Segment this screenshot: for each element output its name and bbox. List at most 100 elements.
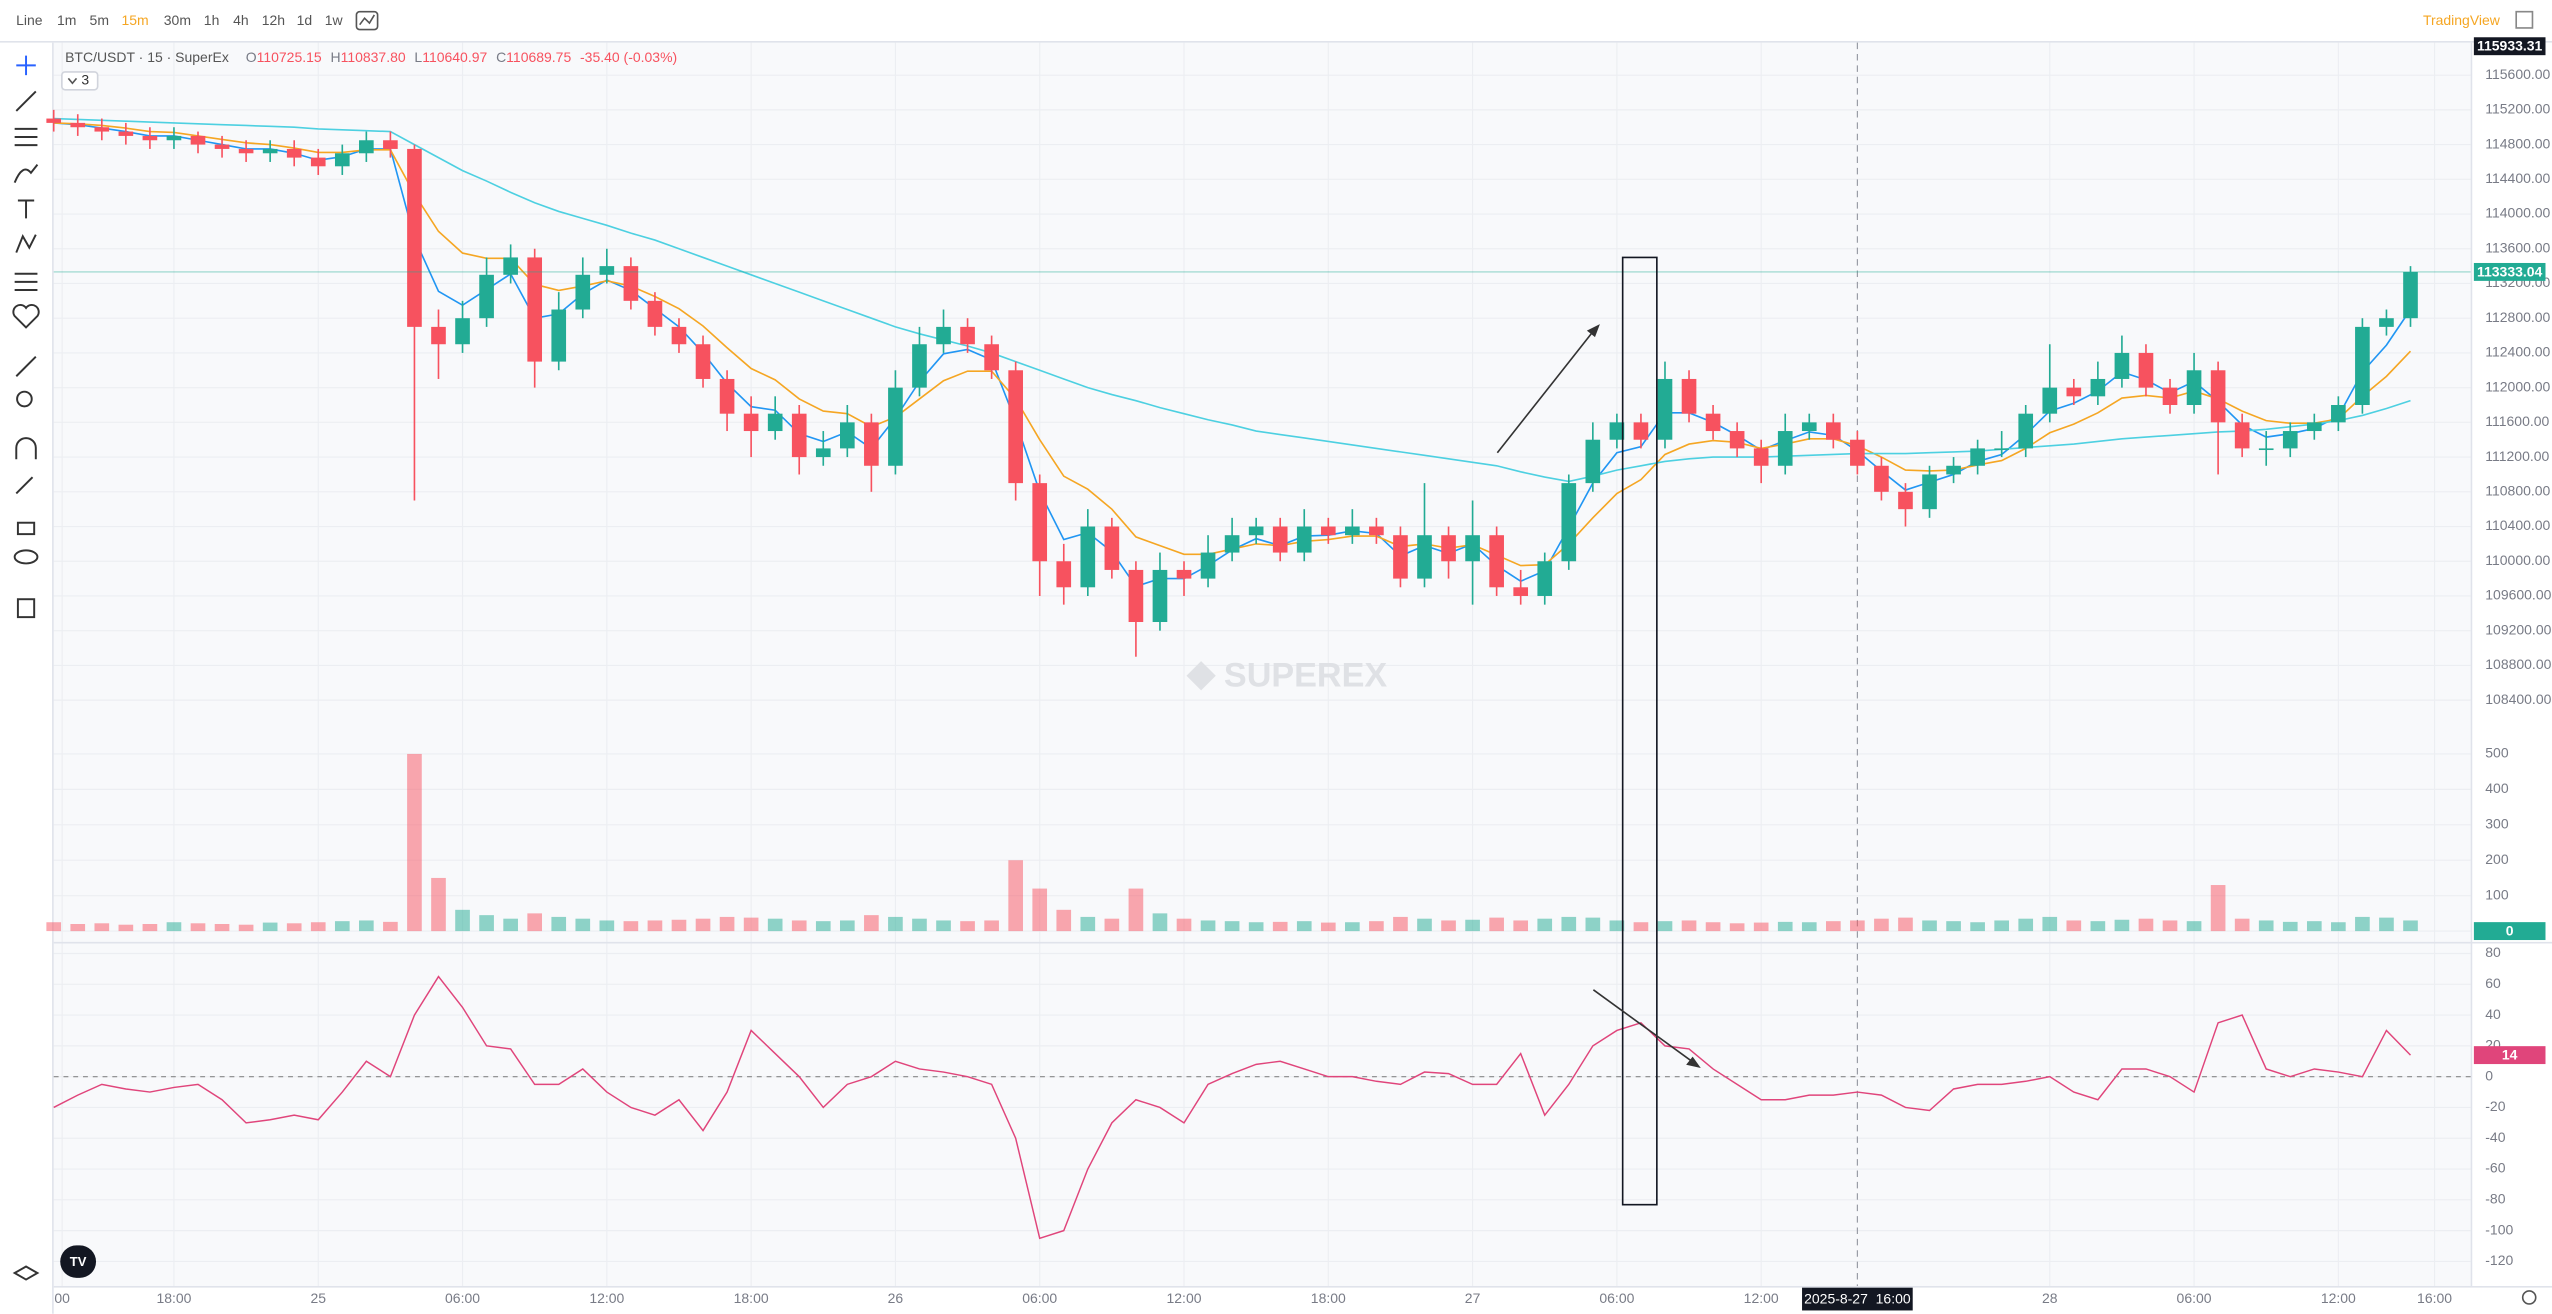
oscillator-line: [53, 975, 2412, 1240]
candle-body: [743, 413, 759, 432]
interval-button[interactable]: 1m: [57, 12, 76, 28]
interval-button[interactable]: 30m: [164, 12, 191, 28]
crosshair-tool[interactable]: [16, 55, 36, 76]
magnet-tool[interactable]: [15, 437, 37, 460]
candle-body: [2114, 352, 2130, 379]
volume-bar: [407, 753, 422, 932]
volume-bar: [94, 923, 110, 932]
arrow-down: [1592, 989, 1695, 1064]
y-tick-label: 200: [2485, 851, 2509, 867]
chart-area: [53, 42, 2471, 1287]
candle-body: [2210, 370, 2226, 423]
volume-bar: [527, 913, 543, 932]
volume-bar: [431, 877, 446, 932]
volume-bar: [1850, 920, 1865, 932]
volume-bar: [2331, 922, 2346, 932]
indicator-icon[interactable]: [355, 10, 379, 31]
candle-body: [2282, 431, 2298, 449]
volume-bar: [1104, 918, 1120, 932]
candle-body: [1080, 526, 1096, 588]
candle-body: [767, 413, 783, 432]
fib-tool[interactable]: [14, 127, 38, 147]
candle-body: [1705, 413, 1721, 432]
x-tick-label: 12:00: [589, 1290, 624, 1306]
candle-body: [1176, 569, 1192, 579]
legend-row: BTC/USDT · 15 · SuperEx O110725.15 H1108…: [65, 49, 677, 65]
volume-bar: [984, 920, 999, 932]
interval-button[interactable]: 12h: [262, 12, 285, 28]
favorites-tool[interactable]: [12, 303, 40, 329]
y-tick-label: 114000.00: [2485, 205, 2550, 221]
y-tick-label: 111200.00: [2485, 448, 2549, 464]
annotations: [1496, 256, 1701, 1206]
volume-bar: [1681, 920, 1697, 932]
trendline-tool[interactable]: [15, 90, 37, 112]
candle-body: [864, 422, 879, 466]
volume-bar: [238, 924, 254, 932]
volume-bar: [767, 918, 783, 932]
volume-bar: [1801, 922, 1817, 932]
volume-bar: [310, 922, 326, 932]
delete-tool[interactable]: [16, 598, 36, 619]
top-toolbar: TradingView Line 1m 5m 15m 30m 1h 4h 12h 1d 1w: [0, 10, 2552, 43]
y-tick-label: 40: [2485, 1006, 2501, 1022]
volume-bar: [1080, 916, 1096, 932]
volume-bar: [1465, 919, 1480, 932]
candle-body: [94, 127, 110, 132]
volume-bar: [2042, 916, 2058, 932]
visibility-tool[interactable]: [13, 549, 39, 565]
ruler-tool[interactable]: [15, 356, 37, 377]
volume-bar: [1008, 860, 1023, 932]
volume-bar: [2355, 916, 2370, 932]
candle-body: [695, 344, 711, 379]
zoom-tool[interactable]: [16, 390, 33, 408]
candle-body: [286, 148, 302, 158]
volume-bar: [839, 920, 855, 932]
volume-bar: [1994, 920, 2009, 932]
candle-body: [1898, 491, 1913, 510]
candle-body: [551, 309, 567, 362]
y-tick-label: 500: [2485, 745, 2509, 761]
candle-body: [455, 318, 470, 345]
ohlc-value: 110689.75: [506, 49, 571, 65]
candle-body: [238, 148, 254, 154]
fullscreen-icon[interactable]: [2515, 10, 2534, 29]
volume-bar: [1056, 909, 1072, 932]
drawing-mode-tool[interactable]: [15, 476, 34, 495]
interval-button[interactable]: 1h: [204, 12, 220, 28]
volume-bar: [166, 922, 182, 932]
indicator-toggle[interactable]: [61, 71, 99, 91]
interval-button[interactable]: 1w: [325, 12, 344, 28]
pattern-tool[interactable]: [15, 234, 37, 253]
text-tool[interactable]: [17, 199, 35, 219]
candle-body: [190, 135, 206, 145]
interval-button[interactable]: 5m: [90, 12, 109, 28]
candle-body: [479, 274, 494, 319]
interval-button[interactable]: Line: [16, 12, 43, 28]
volume-bar: [1152, 913, 1168, 932]
candle-body: [142, 135, 158, 141]
interval-button[interactable]: 4h: [233, 12, 249, 28]
candle-body: [912, 344, 927, 388]
volume-bar: [647, 920, 663, 932]
layers-icon[interactable]: [12, 1265, 40, 1281]
y-tick-label: 112400.00: [2485, 344, 2550, 360]
volume-bar: [2018, 918, 2034, 932]
lock-tool[interactable]: [16, 521, 36, 536]
oscillator-value-label: 14: [2502, 1047, 2518, 1063]
volume-bar: [1657, 921, 1673, 932]
volume-bar: [888, 916, 903, 932]
interval-button[interactable]: 1d: [297, 12, 313, 28]
candle-body: [2234, 422, 2250, 449]
settings-icon[interactable]: [2521, 1290, 2537, 1305]
candle-body: [1513, 587, 1529, 596]
moving-average: [53, 117, 2411, 483]
volume-bar: [1561, 916, 1577, 932]
y-tick-label: -60: [2485, 1160, 2505, 1176]
brush-tool[interactable]: [13, 164, 39, 183]
interval-button[interactable]: 15m: [121, 12, 148, 28]
volume-bar: [623, 921, 639, 932]
volume-value-label-box: [2473, 922, 2546, 941]
measure-lines-tool[interactable]: [14, 272, 38, 291]
candle-body: [527, 257, 543, 362]
